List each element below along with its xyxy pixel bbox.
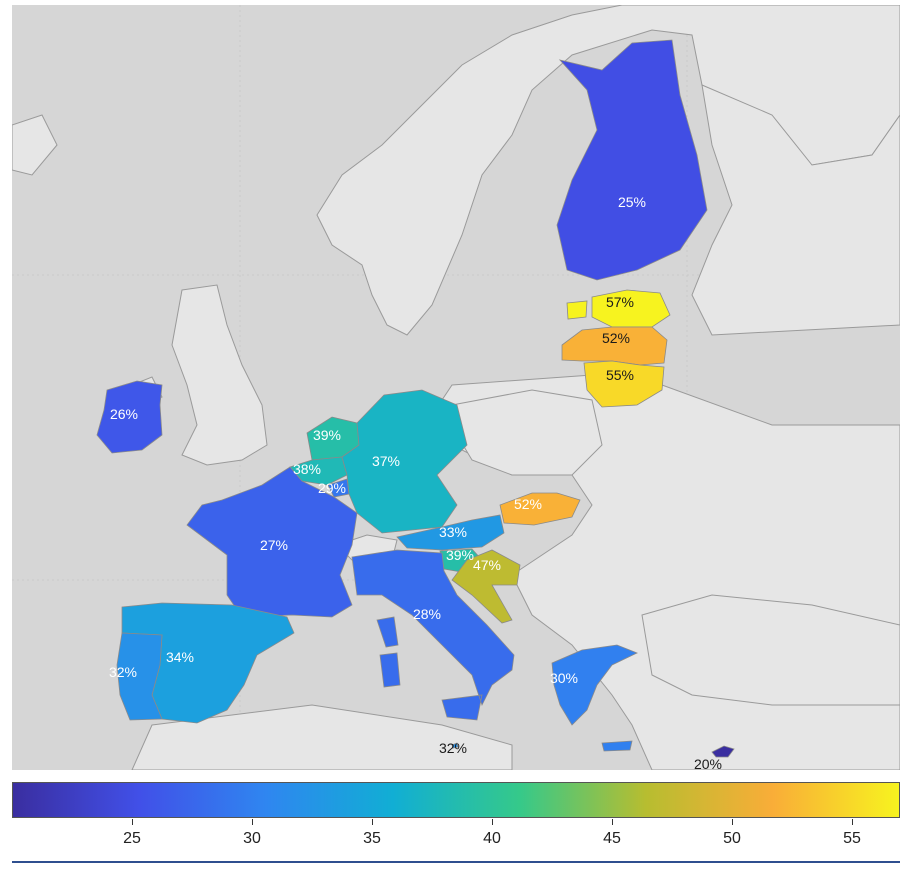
label-croatia: 47% <box>472 557 502 573</box>
label-malta: 32% <box>438 740 468 756</box>
map[interactable]: 25% 57% 52% 55% 26% 39% 38% 29% 37% 52% … <box>12 5 900 770</box>
label-germany: 37% <box>371 453 401 469</box>
land-no-data <box>12 5 900 770</box>
label-slovenia: 39% <box>445 547 475 563</box>
label-latvia: 52% <box>601 330 631 346</box>
region-france[interactable] <box>186 466 358 618</box>
colorbar-tick-label: 45 <box>603 830 621 847</box>
colorbar-tick-label: 55 <box>843 830 861 847</box>
region-austria[interactable] <box>396 514 505 551</box>
region-ireland[interactable] <box>96 380 163 454</box>
label-lithuania: 55% <box>605 367 635 383</box>
colorbar-tick-label: 40 <box>483 830 501 847</box>
region-estonia[interactable] <box>566 289 671 328</box>
label-austria: 33% <box>438 524 468 540</box>
region-cyprus[interactable] <box>711 745 735 758</box>
region-malta[interactable] <box>451 742 459 749</box>
label-luxembourg: 29% <box>317 480 347 496</box>
label-netherlands: 39% <box>312 427 342 443</box>
label-greece: 30% <box>549 670 579 686</box>
colorbar-tick-mark <box>372 819 373 825</box>
region-greece[interactable] <box>551 644 638 752</box>
label-spain: 34% <box>165 649 195 665</box>
label-ireland: 26% <box>109 406 139 422</box>
colorbar-tick-mark <box>132 819 133 825</box>
bottom-rule <box>12 861 900 863</box>
colorbar-tick-label: 25 <box>123 830 141 847</box>
label-france: 27% <box>259 537 289 553</box>
colorbar-tick-mark <box>612 819 613 825</box>
region-portugal[interactable] <box>116 632 163 721</box>
region-lithuania[interactable] <box>583 360 665 408</box>
region-finland[interactable] <box>556 39 708 281</box>
label-cyprus: 20% <box>693 756 723 770</box>
label-portugal: 32% <box>108 664 138 680</box>
label-estonia: 57% <box>605 294 635 310</box>
map-canvas <box>12 5 900 770</box>
colorbar-tick-mark <box>852 819 853 825</box>
label-slovakia: 52% <box>513 496 543 512</box>
region-latvia[interactable] <box>561 326 668 366</box>
colorbar <box>12 782 900 818</box>
colorbar-tick-mark <box>732 819 733 825</box>
colorbar-tick-label: 35 <box>363 830 381 847</box>
label-finland: 25% <box>617 194 647 210</box>
colorbar-tick-label: 50 <box>723 830 741 847</box>
region-croatia[interactable] <box>451 549 521 624</box>
data-regions <box>96 39 735 758</box>
region-italy[interactable] <box>351 549 515 721</box>
label-belgium: 38% <box>292 461 322 477</box>
region-slovakia[interactable] <box>499 492 581 526</box>
label-italy: 28% <box>412 606 442 622</box>
colorbar-tick-label: 30 <box>243 830 261 847</box>
colorbar-tick-mark <box>252 819 253 825</box>
colorbar-tick-mark <box>492 819 493 825</box>
